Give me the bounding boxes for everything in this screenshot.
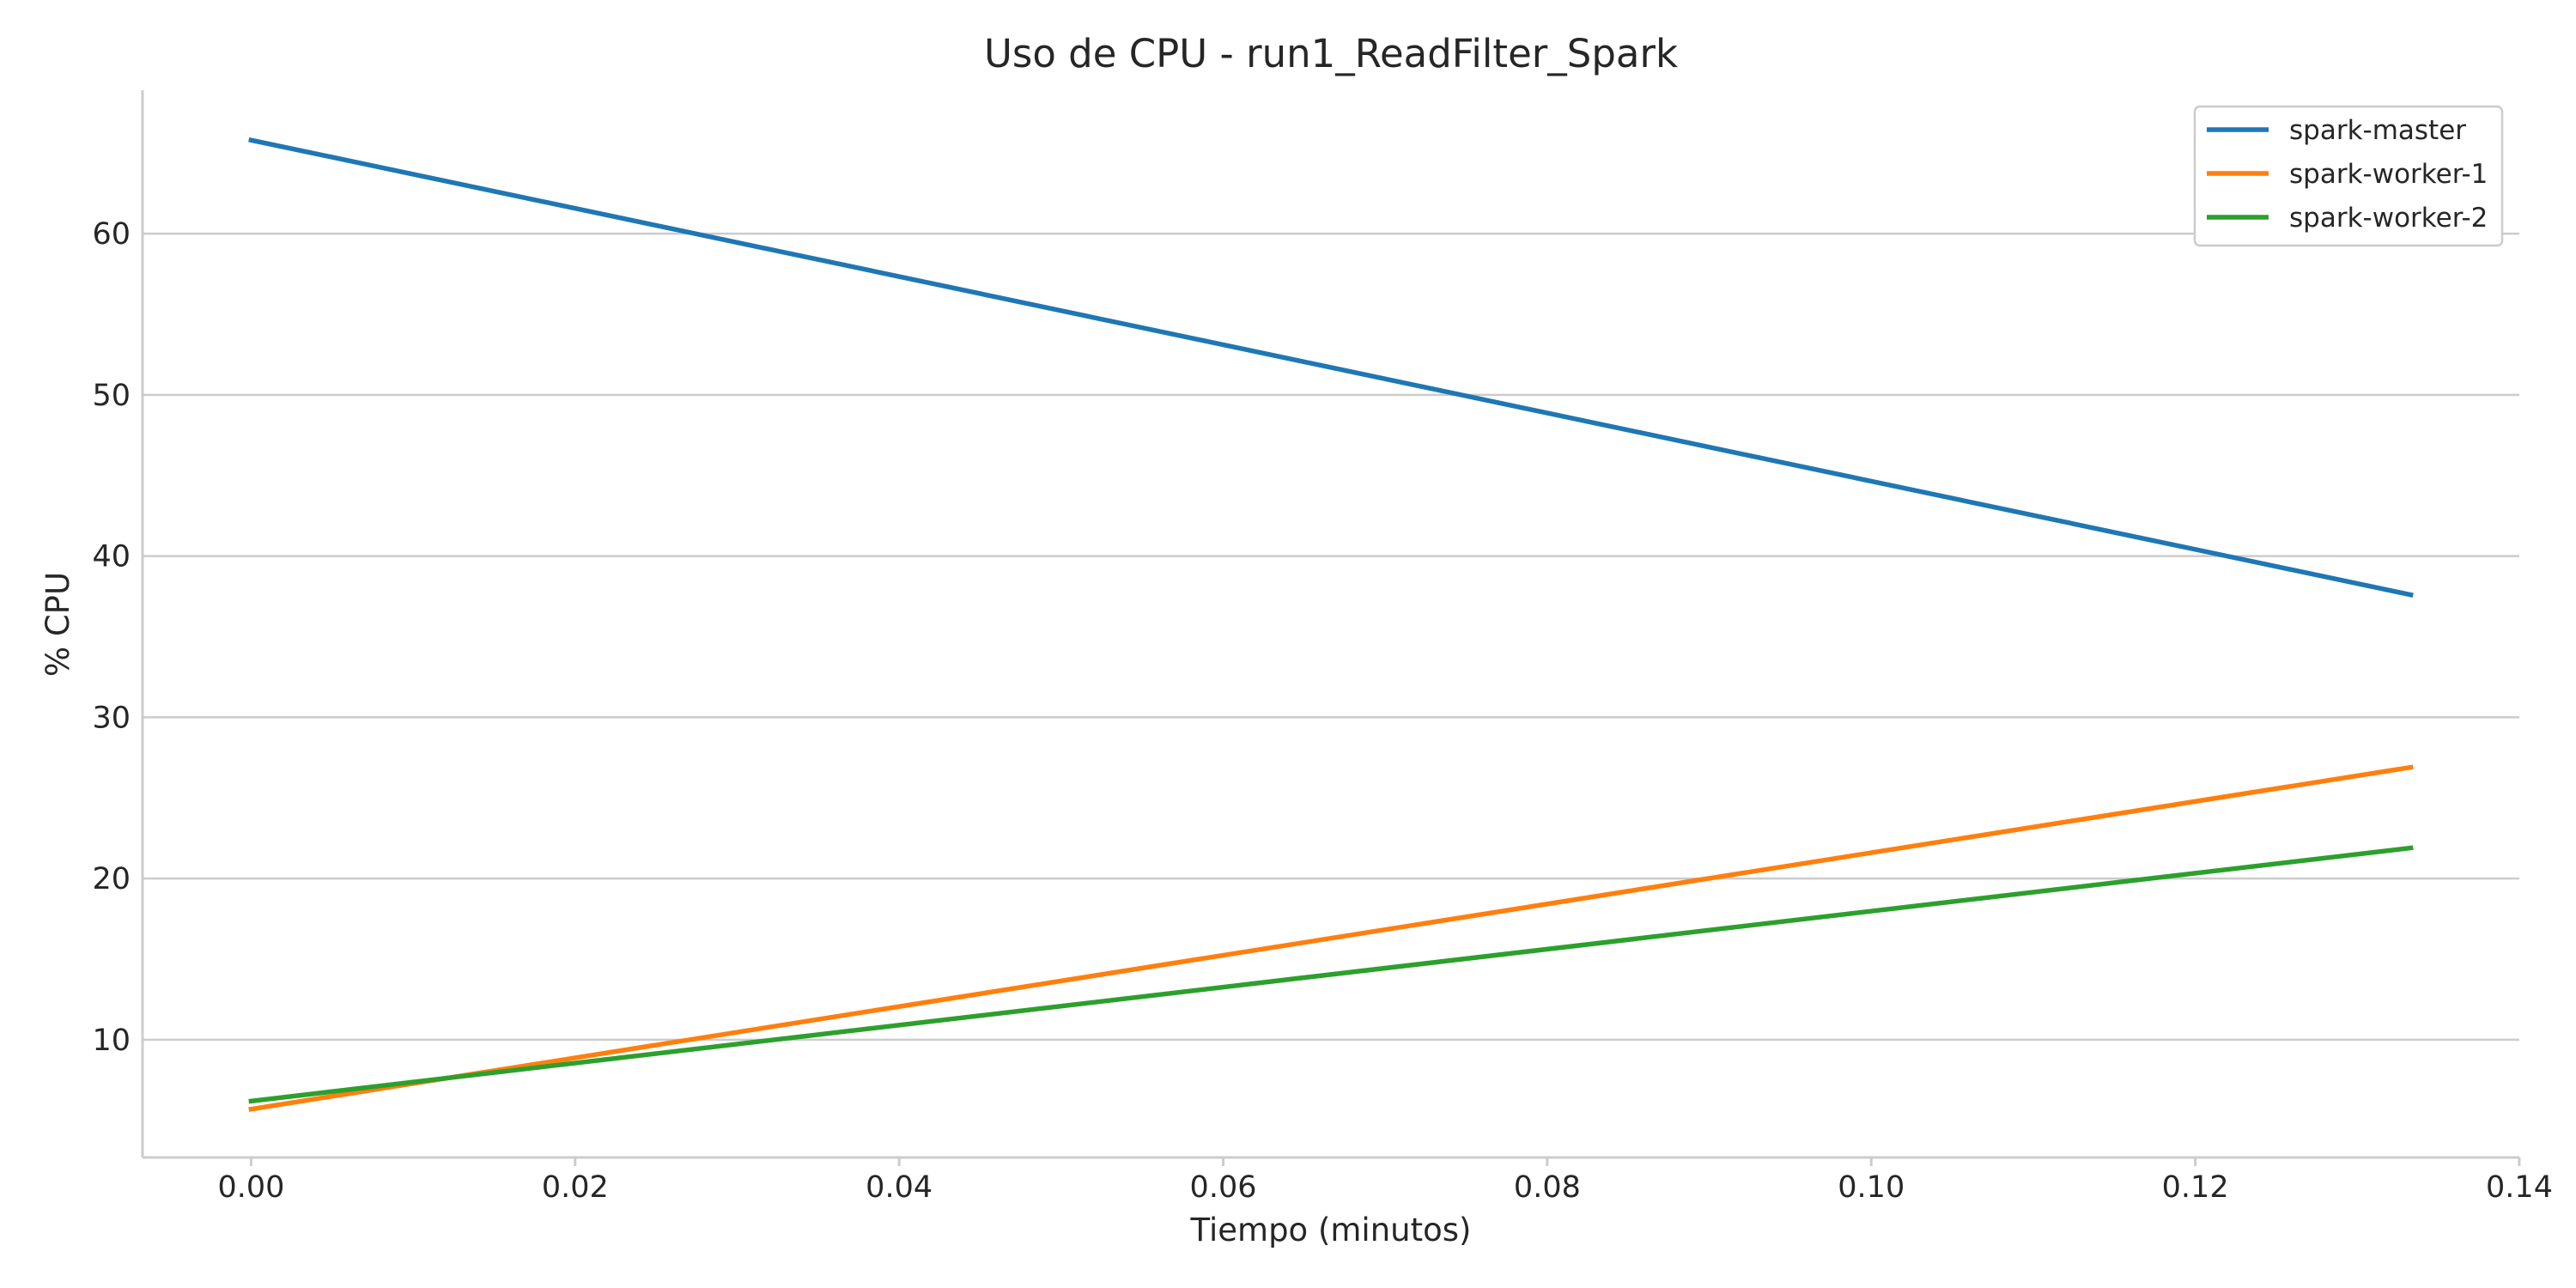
y-tick-label: 30 — [92, 701, 131, 735]
legend: spark-master spark-worker-1 spark-worker-2 — [2193, 105, 2504, 247]
y-tick-label: 50 — [92, 379, 131, 413]
y-tick-label: 60 — [92, 217, 131, 252]
x-tick-label: 0.04 — [866, 1170, 933, 1205]
legend-frame — [2193, 105, 2504, 247]
legend-label-spark-worker-2: spark-worker-2 — [2289, 203, 2488, 234]
y-axis-label: % CPU — [39, 572, 76, 677]
y-axis-ticks: 10 20 30 40 50 60 — [92, 217, 131, 1058]
series-line-spark-master — [248, 137, 2414, 598]
x-tick-label: 0.06 — [1190, 1170, 1257, 1205]
x-axis-label: Tiempo (minutos) — [1190, 1212, 1472, 1249]
y-tick-label: 40 — [92, 540, 131, 574]
y-tick-label: 20 — [92, 862, 131, 896]
axes-spines — [141, 90, 2519, 1159]
x-tick-label: 0.00 — [217, 1170, 284, 1205]
legend-label-spark-master: spark-master — [2289, 115, 2466, 146]
series-line-spark-worker-2 — [248, 845, 2414, 1104]
grid-lines — [143, 232, 2519, 1042]
chart-title: Uso de CPU - run1_ReadFilter_Spark — [984, 31, 1678, 76]
legend-label-spark-worker-1: spark-worker-1 — [2289, 159, 2488, 190]
x-tick-label: 0.10 — [1838, 1170, 1905, 1205]
x-tick-label: 0.14 — [2486, 1170, 2553, 1205]
series-line-spark-worker-1 — [248, 764, 2414, 1112]
series-lines — [248, 137, 2414, 1112]
x-axis-ticks: 0.00 0.02 0.04 0.06 0.08 0.10 0.12 0.14 — [217, 1157, 2553, 1205]
x-tick-label: 0.08 — [1514, 1170, 1581, 1205]
x-tick-label: 0.12 — [2162, 1170, 2229, 1205]
y-tick-label: 10 — [92, 1024, 131, 1058]
x-tick-label: 0.02 — [542, 1170, 609, 1205]
